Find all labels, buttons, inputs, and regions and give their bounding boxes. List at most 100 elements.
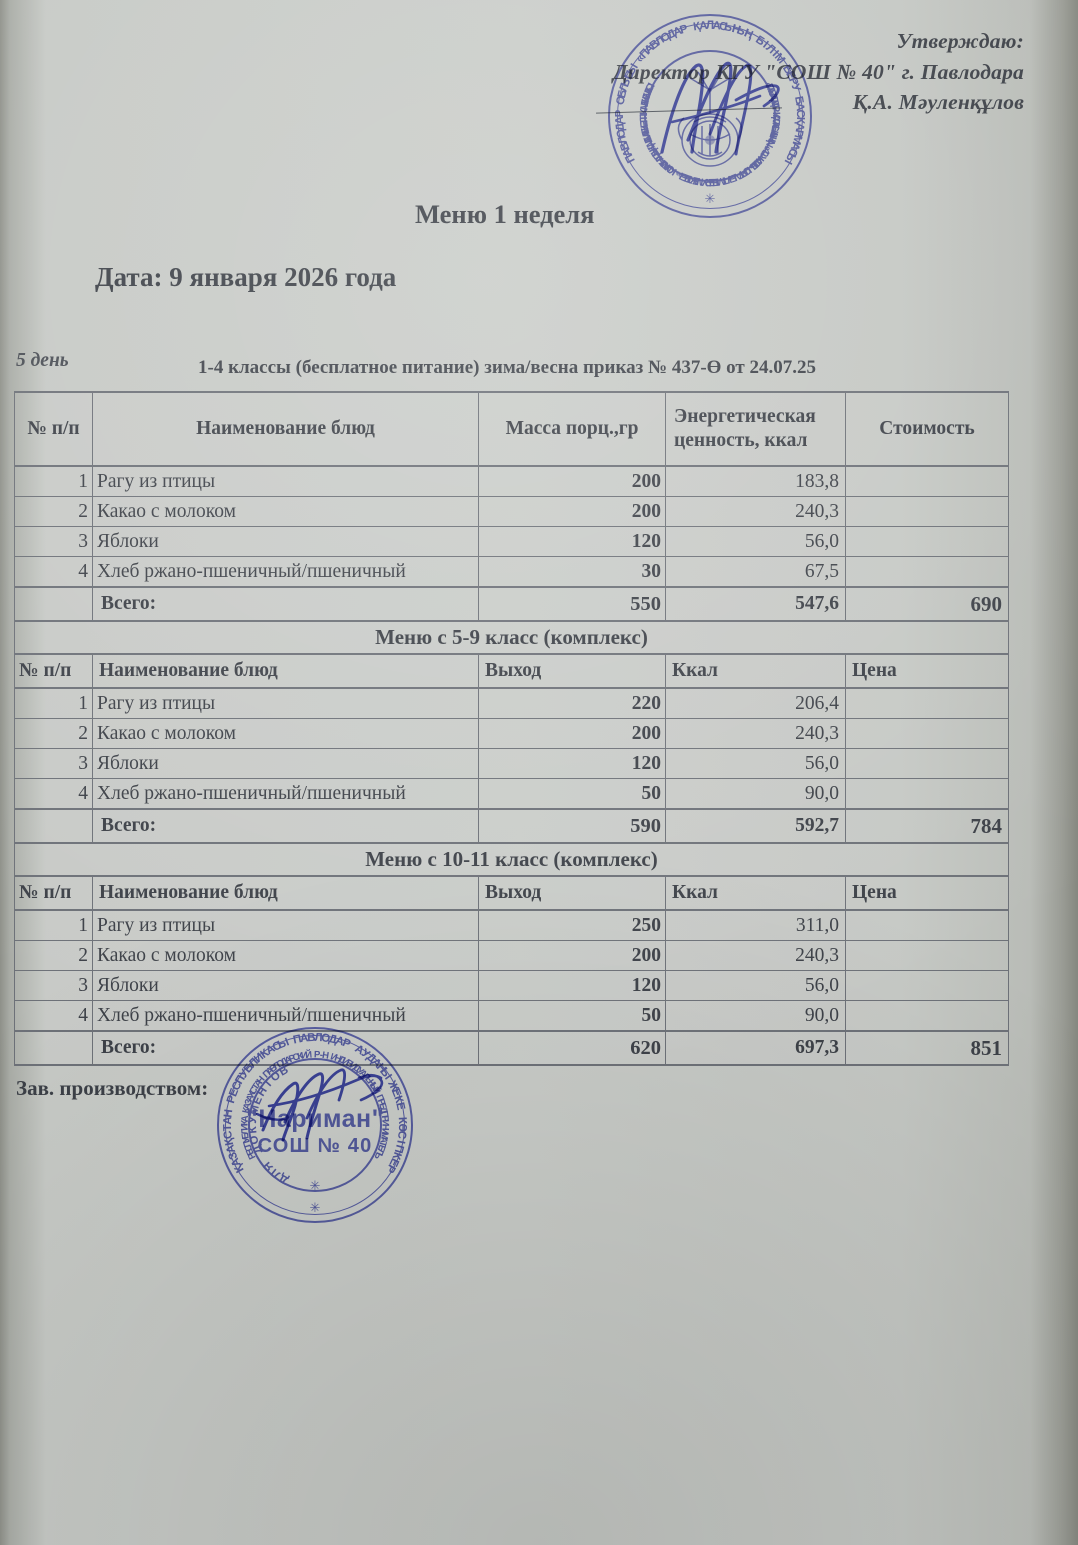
- table-row: 3 Яблоки 120 56,0: [14, 970, 1009, 1001]
- table-row: 2 Какао с молоком 200 240,3: [14, 496, 1009, 527]
- cell-name: Какао с молоком: [92, 496, 479, 527]
- cell-empty: [14, 586, 93, 622]
- header-cell-num: № п/п: [14, 391, 93, 467]
- cell-mass: 200: [478, 940, 666, 971]
- cell-kcal: 56,0: [665, 748, 846, 779]
- cell-kcal: 206,4: [665, 687, 846, 719]
- cell-name: Какао с молоком: [92, 718, 479, 749]
- cell-total-kcal: 697,3: [665, 1030, 846, 1066]
- table-row: 4 Хлеб ржано-пшеничный/пшеничный 30 67,5: [14, 556, 1009, 588]
- cell-cost: [845, 496, 1009, 527]
- cell-total-cost: 690: [845, 586, 1009, 622]
- stamp-star-icon: ✳: [704, 191, 716, 206]
- section-title-10-11: Меню с 10-11 класс (комплекс): [14, 842, 1009, 877]
- approval-line-1: Утверждаю:: [896, 29, 1024, 53]
- approval-line-3: Қ.А. Мәуленқұлов: [852, 90, 1024, 115]
- cell-mass: 120: [478, 970, 666, 1001]
- cell-cost: [845, 465, 1009, 497]
- header-energy-line-2: ценность, ккал: [674, 430, 808, 451]
- header-cell-kcal: Ккал: [665, 875, 846, 911]
- header-cell-name: Наименование блюд: [92, 391, 479, 467]
- cell-num: 1: [14, 465, 93, 497]
- approval-block: Утверждаю: Директор КГУ "СОШ № 40" г. Па…: [613, 26, 1024, 118]
- table-row: 1 Рагу из птицы 200 183,8: [14, 465, 1009, 497]
- production-head-label: Зав. производством:: [16, 1076, 209, 1100]
- table-row: 4 Хлеб ржано-пшеничный/пшеничный 50 90,0: [14, 778, 1009, 810]
- stamp-star-icon-2: ✳: [309, 1200, 321, 1215]
- header-cell-energy: Энергетическая ценность, ккал: [665, 391, 846, 467]
- table-row: 3 Яблоки 120 56,0: [14, 526, 1009, 557]
- cell-total-kcal: 592,7: [665, 808, 846, 844]
- cell-total-mass: 590: [478, 808, 666, 844]
- menu-table: № п/п Наименование блюд Масса порц.,гр Э…: [14, 391, 1009, 1066]
- header-cell-name: Наименование блюд: [92, 653, 479, 689]
- cell-name: Хлеб ржано-пшеничный/пшеничный: [92, 778, 479, 810]
- cell-total-label: Всего:: [92, 586, 479, 622]
- cell-name: Рагу из птицы: [92, 909, 479, 941]
- cell-num: 2: [14, 940, 93, 971]
- table-row: 3 Яблоки 120 56,0: [14, 748, 1009, 779]
- cell-num: 3: [14, 526, 93, 557]
- cell-empty: [14, 808, 93, 844]
- cell-cost: [845, 556, 1009, 588]
- cell-num: 2: [14, 718, 93, 749]
- cell-cost: [845, 687, 1009, 719]
- cell-mass: 50: [478, 1000, 666, 1032]
- document-date: Дата: 9 января 2026 года: [95, 262, 397, 292]
- cell-mass: 250: [478, 909, 666, 941]
- cell-total-mass: 550: [478, 586, 666, 622]
- cell-mass: 30: [478, 556, 666, 588]
- production-head-signature: [255, 1068, 384, 1142]
- stamp-inner-ring: [248, 1058, 382, 1192]
- cell-name: Рагу из птицы: [92, 687, 479, 719]
- cell-name: Хлеб ржано-пшеничный/пшеничный: [92, 556, 479, 588]
- stamp-center-line-2: СОШ № 40: [257, 1135, 373, 1157]
- cell-kcal: 240,3: [665, 718, 846, 749]
- cell-cost: [845, 526, 1009, 557]
- cell-num: 3: [14, 748, 93, 779]
- table-total-row: Всего: 620 697,3 851: [14, 1030, 1009, 1066]
- cell-name: Яблоки: [92, 748, 479, 779]
- header-cell-kcal: Ккал: [665, 653, 846, 689]
- header-cell-mass: Выход: [478, 875, 666, 911]
- header-cell-num: № п/п: [14, 653, 93, 689]
- cell-total-cost: 851: [845, 1030, 1009, 1066]
- header-cell-mass: Масса порц.,гр: [478, 391, 666, 467]
- header-cell-mass: Выход: [478, 653, 666, 689]
- cell-total-kcal: 547,6: [665, 586, 846, 622]
- cell-name: Яблоки: [92, 970, 479, 1001]
- cell-num: 4: [14, 778, 93, 810]
- cell-mass: 200: [478, 465, 666, 497]
- cell-empty: [14, 1030, 93, 1066]
- cell-kcal: 56,0: [665, 526, 846, 557]
- header-energy-line-1: Энергетическая: [674, 405, 816, 427]
- table-total-row: Всего: 590 592,7 784: [14, 808, 1009, 844]
- cell-kcal: 240,3: [665, 496, 846, 527]
- cell-kcal: 90,0: [665, 1000, 846, 1032]
- cell-name: Какао с молоком: [92, 940, 479, 971]
- header-cell-cost: Стоимость: [845, 391, 1009, 467]
- table-row: 1 Рагу из птицы 220 206,4: [14, 687, 1009, 719]
- cell-cost: [845, 940, 1009, 971]
- header-cell-num: № п/п: [14, 875, 93, 911]
- cell-kcal: 183,8: [665, 465, 846, 497]
- page-title: Меню 1 неделя: [415, 199, 595, 229]
- cell-num: 2: [14, 496, 93, 527]
- cell-total-label: Всего:: [92, 1030, 479, 1066]
- section-title-5-9: Меню с 5-9 класс (комплекс): [14, 620, 1009, 655]
- section-title-row: Меню с 10-11 класс (комплекс): [14, 842, 1009, 877]
- cell-kcal: 67,5: [665, 556, 846, 588]
- cell-kcal: 311,0: [665, 909, 846, 941]
- cell-total-mass: 620: [478, 1030, 666, 1066]
- cell-kcal: 90,0: [665, 778, 846, 810]
- cell-kcal: 56,0: [665, 970, 846, 1001]
- stamp-star-icon-1: ✳: [309, 1178, 321, 1193]
- cell-cost: [845, 909, 1009, 941]
- table-row: 1 Рагу из птицы 250 311,0: [14, 909, 1009, 941]
- table-row: 2 Какао с молоком 200 240,3: [14, 718, 1009, 749]
- cell-mass: 200: [478, 496, 666, 527]
- section-title-row: Меню с 5-9 класс (комплекс): [14, 620, 1009, 655]
- cell-total-label: Всего:: [92, 808, 479, 844]
- cell-mass: 120: [478, 748, 666, 779]
- header-cell-cost: Цена: [845, 653, 1009, 689]
